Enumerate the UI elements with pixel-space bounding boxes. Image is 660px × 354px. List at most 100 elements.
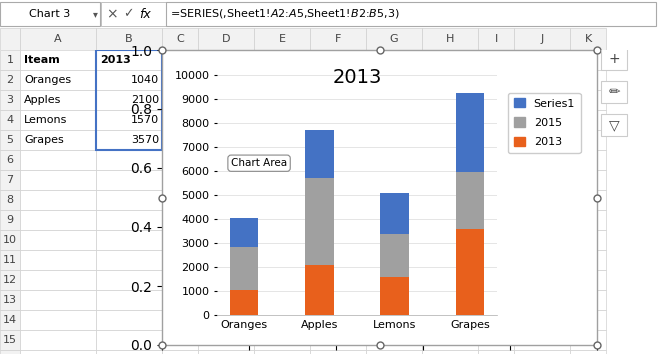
Bar <box>0 130 20 150</box>
Bar <box>455 172 484 229</box>
Bar <box>366 270 422 290</box>
Bar <box>162 270 198 290</box>
Bar <box>310 350 366 354</box>
Bar <box>198 270 254 290</box>
Bar <box>96 330 162 350</box>
Text: Iteam: Iteam <box>24 55 60 65</box>
Bar <box>20 210 96 230</box>
Bar <box>422 110 478 130</box>
Bar <box>366 210 422 230</box>
Text: 12: 12 <box>3 275 17 285</box>
Text: B: B <box>125 34 133 44</box>
Bar <box>310 250 366 270</box>
Text: 14: 14 <box>3 315 17 325</box>
Text: I: I <box>494 34 498 44</box>
Text: fx: fx <box>139 7 151 21</box>
Text: G: G <box>389 34 399 44</box>
Text: 2: 2 <box>7 75 14 85</box>
Bar <box>422 310 478 330</box>
Bar <box>310 230 366 250</box>
Bar <box>570 170 606 190</box>
Bar <box>0 110 20 130</box>
Bar <box>422 150 478 170</box>
Bar <box>20 250 96 270</box>
Bar <box>20 350 96 354</box>
Bar <box>0 170 20 190</box>
Bar <box>514 130 570 150</box>
Bar <box>380 234 409 277</box>
Bar <box>570 250 606 270</box>
Bar <box>366 190 422 210</box>
Bar <box>198 290 254 310</box>
Bar <box>422 90 478 110</box>
Bar <box>162 210 198 230</box>
Bar <box>422 350 478 354</box>
Bar <box>310 330 366 350</box>
Bar <box>455 229 484 315</box>
Bar <box>198 90 254 110</box>
Bar <box>20 190 96 210</box>
Bar <box>570 110 606 130</box>
Bar <box>162 150 198 170</box>
Text: Apples: Apples <box>24 95 61 105</box>
Text: 1: 1 <box>7 55 13 65</box>
Bar <box>96 110 162 130</box>
Bar <box>478 70 514 90</box>
Bar <box>514 330 570 350</box>
Bar <box>254 50 310 70</box>
Bar <box>101 2 166 26</box>
Bar <box>478 330 514 350</box>
Bar <box>366 310 422 330</box>
Bar <box>514 70 570 90</box>
Bar <box>366 230 422 250</box>
Text: 7: 7 <box>7 175 14 185</box>
Bar <box>310 50 366 70</box>
Bar <box>366 150 422 170</box>
Text: Oranges: Oranges <box>24 75 71 85</box>
Bar <box>254 210 310 230</box>
Bar <box>198 310 254 330</box>
Bar <box>96 230 162 250</box>
Bar <box>570 350 606 354</box>
Bar <box>20 270 96 290</box>
Bar <box>422 50 478 70</box>
Bar <box>96 210 162 230</box>
Text: 3570: 3570 <box>131 135 159 145</box>
Bar <box>601 114 627 136</box>
Bar <box>96 310 162 330</box>
Bar <box>254 350 310 354</box>
Bar <box>478 350 514 354</box>
Bar <box>514 190 570 210</box>
Bar <box>254 150 310 170</box>
Bar <box>254 90 310 110</box>
Bar <box>305 178 334 264</box>
Bar <box>514 28 570 50</box>
Bar <box>198 150 254 170</box>
Bar <box>162 350 198 354</box>
Bar <box>366 90 422 110</box>
Bar <box>254 310 310 330</box>
Bar <box>478 290 514 310</box>
Bar <box>198 70 254 90</box>
Bar <box>162 250 198 270</box>
Bar <box>366 170 422 190</box>
Bar <box>570 150 606 170</box>
Bar <box>162 230 198 250</box>
Text: Grapes: Grapes <box>24 135 64 145</box>
Bar <box>570 270 606 290</box>
Bar <box>422 250 478 270</box>
Bar <box>0 2 100 26</box>
Text: Lemons: Lemons <box>24 115 67 125</box>
Bar <box>162 70 198 90</box>
Bar <box>96 150 162 170</box>
Bar <box>570 230 606 250</box>
Bar <box>0 290 20 310</box>
Bar <box>20 330 96 350</box>
Bar <box>478 130 514 150</box>
Bar <box>198 210 254 230</box>
Bar <box>198 110 254 130</box>
Text: ▾: ▾ <box>92 9 98 19</box>
Text: C: C <box>176 34 184 44</box>
Bar <box>96 28 162 50</box>
Bar <box>198 170 254 190</box>
